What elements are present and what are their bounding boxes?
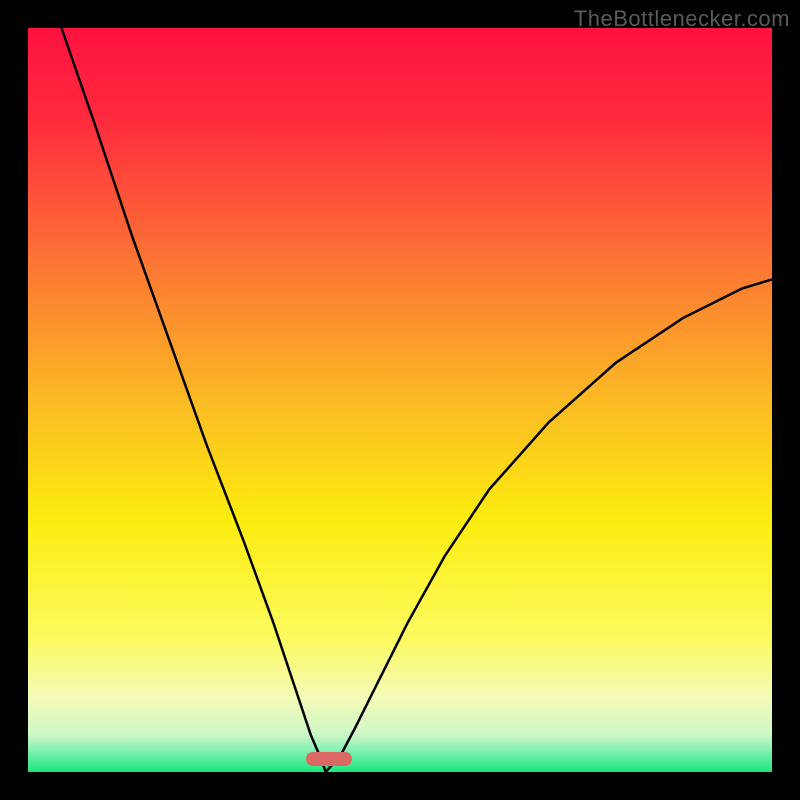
chart-canvas: TheBottlenecker.com (0, 0, 800, 800)
curve-overlay (28, 28, 772, 772)
bottleneck-curve (61, 28, 772, 772)
watermark-text: TheBottlenecker.com (574, 6, 790, 32)
minimum-marker (306, 752, 352, 766)
plot-frame (28, 28, 772, 772)
